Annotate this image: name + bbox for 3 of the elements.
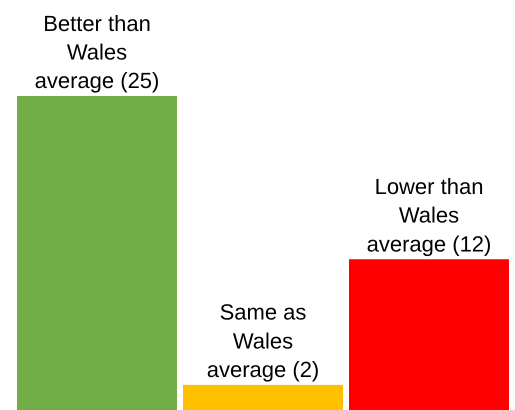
data-label: Better than Wales average (25)	[34, 10, 160, 93]
data-label: Lower than Wales average (12)	[366, 174, 492, 256]
data-label: Same as Wales average (2)	[206, 300, 320, 382]
